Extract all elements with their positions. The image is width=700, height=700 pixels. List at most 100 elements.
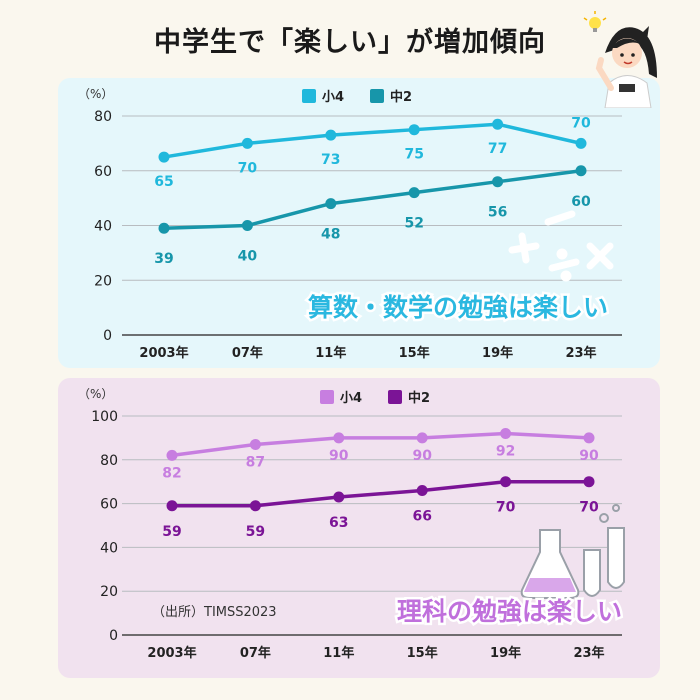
data-point	[166, 500, 178, 512]
flask-icon	[520, 504, 625, 599]
series-line-grade4	[163, 122, 582, 159]
data-label: 92	[496, 444, 515, 460]
data-label: 90	[329, 448, 349, 464]
data-point	[325, 198, 337, 210]
minus-icon	[544, 210, 576, 226]
y-tick-label: 100	[91, 409, 118, 425]
teacher-girl-illustration	[583, 11, 657, 108]
lightbulb-icon	[583, 11, 607, 32]
science-chart-title: 理科の勉強は楽しい	[397, 597, 622, 626]
data-point	[575, 137, 587, 149]
data-label: 87	[246, 454, 265, 470]
y-tick-label: 40	[100, 540, 118, 556]
series-line-grade8	[172, 479, 589, 508]
y-tick-label: 80	[100, 453, 118, 469]
x-tick-label: 15年	[407, 645, 438, 661]
legend-label-grade8: 中2	[408, 390, 430, 406]
data-label: 77	[488, 141, 507, 157]
data-label: 75	[404, 147, 423, 163]
y-tick-label: 60	[100, 497, 118, 513]
y-tick-label: 20	[100, 584, 118, 600]
data-label: 90	[579, 448, 599, 464]
series-line-grade8	[163, 169, 582, 230]
y-tick-label: 60	[94, 164, 112, 180]
data-point	[158, 151, 170, 163]
data-point	[325, 129, 337, 141]
data-point	[500, 428, 512, 440]
data-label: 66	[412, 508, 431, 524]
x-tick-label: 2003年	[139, 345, 188, 361]
data-point	[583, 432, 595, 444]
data-point	[500, 476, 512, 488]
data-label: 63	[329, 515, 348, 531]
math-symbols-decoration	[508, 210, 614, 282]
x-tick-label: 2003年	[147, 645, 196, 661]
data-label: 70	[496, 500, 516, 516]
data-point	[333, 432, 345, 444]
math-panel-background	[58, 78, 660, 368]
data-point	[408, 124, 420, 136]
legend-label-grade8: 中2	[390, 89, 412, 105]
data-label: 70	[579, 500, 599, 516]
data-point	[492, 176, 504, 188]
x-tick-label: 07年	[232, 345, 263, 361]
divide-icon	[548, 248, 580, 282]
page-title: 中学生で「楽しい」が増加傾向	[154, 27, 546, 58]
plus-icon	[508, 232, 540, 264]
data-label: 40	[238, 249, 258, 265]
data-point	[575, 165, 587, 177]
source-note: （出所）TIMSS2023	[152, 605, 277, 620]
y-tick-label: 80	[94, 109, 112, 125]
data-point	[249, 500, 261, 512]
data-point	[416, 484, 428, 496]
data-point	[241, 137, 253, 149]
legend-swatch-grade8	[388, 390, 402, 404]
data-point	[583, 476, 595, 488]
data-point	[408, 187, 420, 199]
data-point	[249, 438, 261, 450]
data-point	[333, 491, 345, 503]
x-tick-label: 23年	[565, 345, 596, 361]
data-label: 59	[246, 524, 265, 540]
x-tick-label: 19年	[482, 345, 513, 361]
data-label: 39	[154, 251, 173, 267]
legend-label-grade4: 小4	[322, 90, 344, 105]
series-line-grade4	[171, 431, 590, 458]
multiply-icon	[586, 242, 614, 270]
data-label: 56	[488, 205, 507, 221]
data-label: 82	[162, 465, 181, 481]
data-point	[492, 118, 504, 130]
data-label: 48	[321, 227, 340, 243]
data-label: 60	[571, 194, 591, 210]
data-point	[166, 449, 178, 461]
x-tick-label: 19年	[490, 645, 521, 661]
data-label: 90	[412, 448, 432, 464]
data-label: 70	[571, 115, 591, 131]
data-label: 65	[154, 174, 173, 190]
data-label: 59	[162, 524, 181, 540]
data-point	[241, 220, 253, 231]
legend-swatch-grade8	[370, 89, 384, 103]
x-tick-label: 11年	[323, 645, 354, 661]
data-point	[158, 222, 170, 234]
math-chart-title: 算数・数学の勉強は楽しい	[308, 293, 608, 322]
y-unit-label: （%）	[78, 87, 113, 101]
data-point	[416, 432, 428, 444]
data-label: 70	[238, 160, 258, 176]
y-tick-label: 0	[103, 328, 112, 344]
data-label: 73	[321, 152, 340, 168]
x-tick-label: 07年	[240, 645, 271, 661]
y-tick-label: 0	[109, 628, 118, 644]
data-label: 52	[404, 216, 423, 232]
legend-label-grade4: 小4	[340, 391, 362, 406]
legend-swatch-grade4	[320, 390, 334, 404]
x-tick-label: 15年	[399, 345, 430, 361]
y-unit-label: （%）	[78, 387, 113, 401]
y-tick-label: 20	[94, 273, 112, 289]
x-tick-label: 11年	[315, 345, 346, 361]
science-panel-background	[58, 378, 660, 678]
x-tick-label: 23年	[573, 645, 604, 661]
legend-swatch-grade4	[302, 89, 316, 103]
